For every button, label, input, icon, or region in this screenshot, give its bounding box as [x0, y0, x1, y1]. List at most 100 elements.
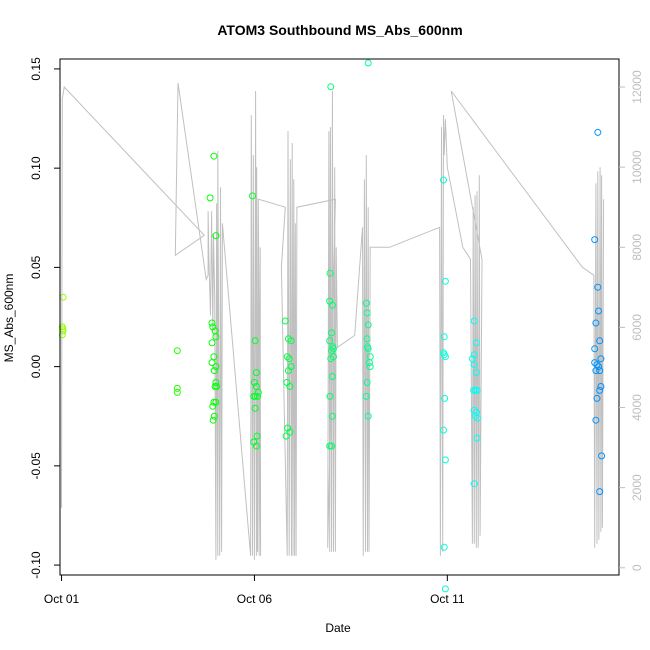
- data-point: [327, 355, 335, 363]
- data-point: [593, 394, 601, 402]
- y-tick-label: 0.05: [29, 255, 43, 279]
- data-point: [209, 402, 217, 410]
- data-point: [326, 269, 334, 277]
- data-point: [470, 361, 478, 369]
- data-point: [253, 432, 261, 440]
- data-point: [441, 585, 449, 593]
- data-point: [471, 412, 479, 420]
- data-point: [212, 232, 220, 240]
- data-point: [327, 83, 335, 91]
- data-point: [363, 335, 371, 343]
- points-layer: [58, 59, 606, 593]
- data-point: [251, 337, 259, 345]
- data-point: [365, 359, 373, 367]
- data-point: [212, 379, 220, 386]
- data-point: [250, 379, 258, 386]
- data-point: [441, 353, 449, 361]
- data-point: [58, 331, 66, 339]
- data-point: [597, 383, 605, 390]
- x-tick-label: Oct 11: [430, 592, 465, 606]
- data-point: [362, 299, 370, 307]
- y2-tick-label: 8000: [630, 234, 644, 261]
- data-point: [596, 488, 604, 496]
- data-point: [592, 367, 600, 375]
- data-point: [287, 337, 295, 345]
- data-point: [440, 333, 448, 341]
- axes-layer: -0.10 -0.05 0.00 0.05 0.10 0.15 Oct 01 Oct 06 Oc…: [29, 57, 644, 606]
- y-tick-label: -0.05: [29, 452, 43, 480]
- y2-tick-label: 10000: [630, 150, 644, 184]
- data-point: [591, 236, 599, 244]
- data-point: [328, 329, 336, 337]
- data-point: [471, 386, 479, 394]
- data-point: [328, 412, 336, 420]
- plot-frame: [59, 58, 620, 576]
- data-point: [284, 424, 292, 432]
- data-point: [595, 307, 603, 315]
- altitude-line: [61, 82, 605, 560]
- data-point: [470, 480, 478, 488]
- data-point: [473, 414, 481, 422]
- data-point: [366, 363, 374, 371]
- data-point: [472, 369, 480, 377]
- data-point: [597, 355, 605, 363]
- data-point: [210, 367, 218, 375]
- data-point: [210, 398, 218, 406]
- altitude-line-layer: [61, 82, 605, 560]
- data-point: [364, 59, 372, 67]
- x-axis-label: Date: [325, 621, 351, 635]
- y2-tick-label: 0: [630, 564, 644, 571]
- data-point: [364, 321, 372, 329]
- data-point: [173, 384, 181, 392]
- y2-tick-label: 4000: [630, 394, 644, 421]
- data-point: [209, 416, 217, 424]
- data-point: [326, 442, 334, 450]
- data-point: [472, 339, 480, 347]
- data-point: [330, 345, 337, 353]
- x-tick-label: Oct 01: [44, 592, 80, 606]
- data-point: [283, 353, 291, 361]
- y-tick-label: -0.10: [29, 551, 43, 579]
- data-point: [440, 426, 447, 434]
- data-point: [328, 442, 336, 450]
- data-point: [596, 337, 604, 345]
- data-point: [209, 323, 217, 331]
- data-point: [440, 176, 447, 184]
- data-point: [251, 392, 259, 400]
- data-point: [286, 428, 294, 436]
- data-point: [440, 543, 448, 551]
- data-point: [285, 355, 293, 363]
- data-point: [364, 412, 372, 420]
- data-point: [208, 319, 216, 327]
- y-axis-label: MS_Abs_600nm: [2, 274, 16, 363]
- data-point: [254, 392, 261, 400]
- data-point: [441, 456, 449, 464]
- y-tick-label: 0.15: [29, 57, 43, 81]
- data-point: [281, 317, 289, 325]
- data-point: [364, 345, 372, 353]
- data-point: [284, 367, 292, 375]
- data-point: [328, 373, 336, 380]
- x-tick-label: Oct 06: [237, 592, 273, 606]
- data-point: [249, 192, 256, 200]
- data-point: [596, 367, 604, 375]
- data-point: [208, 359, 216, 367]
- data-point: [594, 128, 602, 136]
- data-point: [591, 345, 599, 353]
- y2-tick-label: 12000: [630, 70, 644, 104]
- data-point: [326, 392, 334, 400]
- data-point: [173, 347, 181, 355]
- data-point: [213, 383, 221, 390]
- chart-title: ATOM3 Southbound MS_Abs_600nm: [217, 22, 462, 38]
- data-point: [441, 277, 449, 285]
- data-point: [252, 442, 260, 450]
- data-point: [252, 369, 260, 377]
- y-tick-label: 0.00: [29, 355, 43, 379]
- data-point: [470, 317, 478, 325]
- data-point: [328, 301, 336, 309]
- data-point: [251, 404, 259, 412]
- data-point: [206, 194, 214, 202]
- data-point: [286, 383, 294, 390]
- data-point: [362, 392, 370, 400]
- data-point: [596, 386, 604, 394]
